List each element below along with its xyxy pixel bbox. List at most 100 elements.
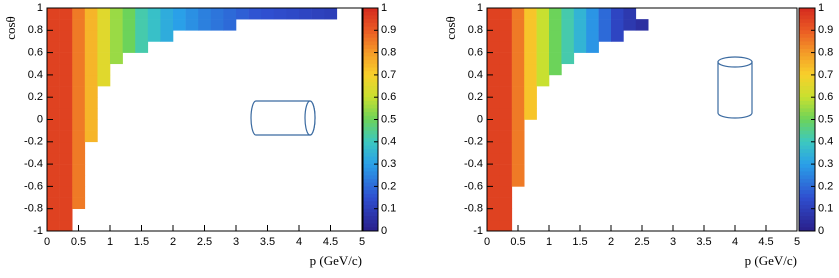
colorbar-strip bbox=[363, 190, 378, 195]
heat-cell bbox=[499, 30, 513, 42]
heat-cell bbox=[536, 41, 550, 53]
heat-cell bbox=[499, 186, 513, 198]
heat-cell bbox=[499, 219, 513, 232]
heat-cell bbox=[47, 74, 60, 87]
heat-cell bbox=[59, 52, 73, 65]
x-tick-label: 2 bbox=[170, 236, 176, 248]
y-tick-label: 0.2 bbox=[28, 91, 43, 103]
heat-cell bbox=[586, 19, 599, 31]
heat-cell bbox=[59, 197, 73, 209]
heat-cell bbox=[598, 19, 612, 31]
heat-cell bbox=[236, 8, 249, 20]
colorbar-tick-label: 0.6 bbox=[381, 91, 396, 103]
colorbar-strip bbox=[799, 93, 815, 98]
colorbar-strip bbox=[799, 219, 815, 225]
heat-cell bbox=[511, 108, 525, 120]
colorbar-strip bbox=[799, 156, 815, 161]
colorbar-strip bbox=[363, 67, 378, 72]
heat-cell bbox=[147, 19, 161, 31]
heat-cell bbox=[549, 19, 562, 31]
heat-cell bbox=[47, 86, 60, 98]
heat-cell bbox=[511, 63, 525, 76]
colorbar-strip bbox=[363, 82, 378, 87]
heat-cell bbox=[59, 8, 73, 20]
colorbar-strip bbox=[363, 223, 378, 228]
colorbar-strip bbox=[799, 160, 815, 165]
colorbar-strip bbox=[363, 212, 378, 217]
colorbar-strip bbox=[799, 89, 815, 94]
heat-cell bbox=[536, 30, 550, 42]
heat-cell bbox=[59, 208, 73, 221]
x-tick-label: 0.5 bbox=[510, 236, 525, 248]
colorbar-strip bbox=[799, 134, 815, 139]
colorbar-strip bbox=[799, 26, 815, 31]
heat-cell bbox=[147, 8, 161, 20]
heat-cell bbox=[487, 219, 500, 232]
heat-cell bbox=[511, 86, 525, 98]
heat-cell bbox=[110, 52, 123, 65]
heat-cell bbox=[72, 19, 86, 31]
heat-cell bbox=[598, 30, 612, 42]
heat-cell bbox=[97, 8, 111, 20]
colorbar-strip bbox=[363, 204, 378, 210]
heat-cell bbox=[561, 8, 575, 20]
heat-cell bbox=[160, 30, 174, 42]
y-tick-label: -0.8 bbox=[464, 203, 483, 215]
colorbar-strip bbox=[799, 175, 815, 180]
colorbar-strip bbox=[363, 216, 378, 221]
heat-cell bbox=[499, 86, 513, 98]
x-tick-label: 3.5 bbox=[696, 236, 711, 248]
x-tick-label: 2.5 bbox=[197, 236, 212, 248]
colorbar-strip bbox=[799, 11, 815, 16]
y-tick-label: 0 bbox=[477, 113, 483, 125]
heat-cell bbox=[623, 8, 637, 20]
heat-cell bbox=[110, 19, 123, 31]
colorbar-strip bbox=[799, 8, 815, 13]
heat-cell bbox=[549, 30, 562, 42]
y-tick-label: -1 bbox=[33, 225, 43, 237]
y-tick-label: -0.2 bbox=[24, 136, 43, 148]
heat-cell bbox=[97, 30, 111, 42]
colorbar-tick-label: 0.3 bbox=[381, 158, 396, 170]
heat-cell bbox=[47, 208, 60, 221]
colorbar-strip bbox=[799, 67, 815, 72]
heat-cell bbox=[536, 63, 550, 76]
heat-cell bbox=[110, 30, 123, 42]
colorbar-strip bbox=[363, 126, 378, 132]
y-tick-label: -0.2 bbox=[464, 136, 483, 148]
colorbar-strip bbox=[363, 164, 378, 169]
heat-cell bbox=[47, 141, 60, 154]
heat-cell bbox=[160, 19, 174, 31]
heat-cell bbox=[47, 97, 60, 109]
x-axis-title: p (GeV/c) bbox=[310, 253, 362, 268]
heat-cell bbox=[223, 8, 237, 20]
heat-cell bbox=[135, 41, 149, 53]
heat-cell bbox=[499, 164, 513, 176]
heat-cell bbox=[511, 52, 525, 65]
heat-cell bbox=[511, 141, 525, 154]
colorbar-strip bbox=[363, 182, 378, 187]
heat-cell bbox=[611, 30, 624, 42]
colorbar-strip bbox=[363, 156, 378, 161]
endcap-icon bbox=[717, 56, 753, 119]
colorbar-tick-label: 0 bbox=[381, 225, 387, 237]
heat-cell bbox=[47, 119, 60, 131]
colorbar-strip bbox=[799, 48, 815, 54]
colorbar-strip bbox=[363, 219, 378, 225]
x-tick-label: 5 bbox=[359, 236, 365, 248]
heat-cell bbox=[59, 74, 73, 87]
heat-cell bbox=[524, 52, 537, 65]
y-tick-label: -1 bbox=[473, 225, 483, 237]
colorbar-strip bbox=[799, 19, 815, 24]
colorbar-strip bbox=[363, 8, 378, 13]
plot: 0 0.5 1 1.5 2 2.5 3 3.5 4 4.5 5 -1 -0.8 -0.6 -0.4 -0.2 0… bbox=[3, 2, 396, 268]
heat-cell bbox=[59, 152, 73, 165]
heat-cell bbox=[524, 8, 537, 20]
heat-cell bbox=[97, 74, 111, 87]
heat-cell bbox=[573, 30, 587, 42]
heat-cell bbox=[59, 108, 73, 120]
colorbar-strip bbox=[799, 22, 815, 28]
heat-cell bbox=[511, 41, 525, 53]
x-tick-label: 3.5 bbox=[260, 236, 275, 248]
